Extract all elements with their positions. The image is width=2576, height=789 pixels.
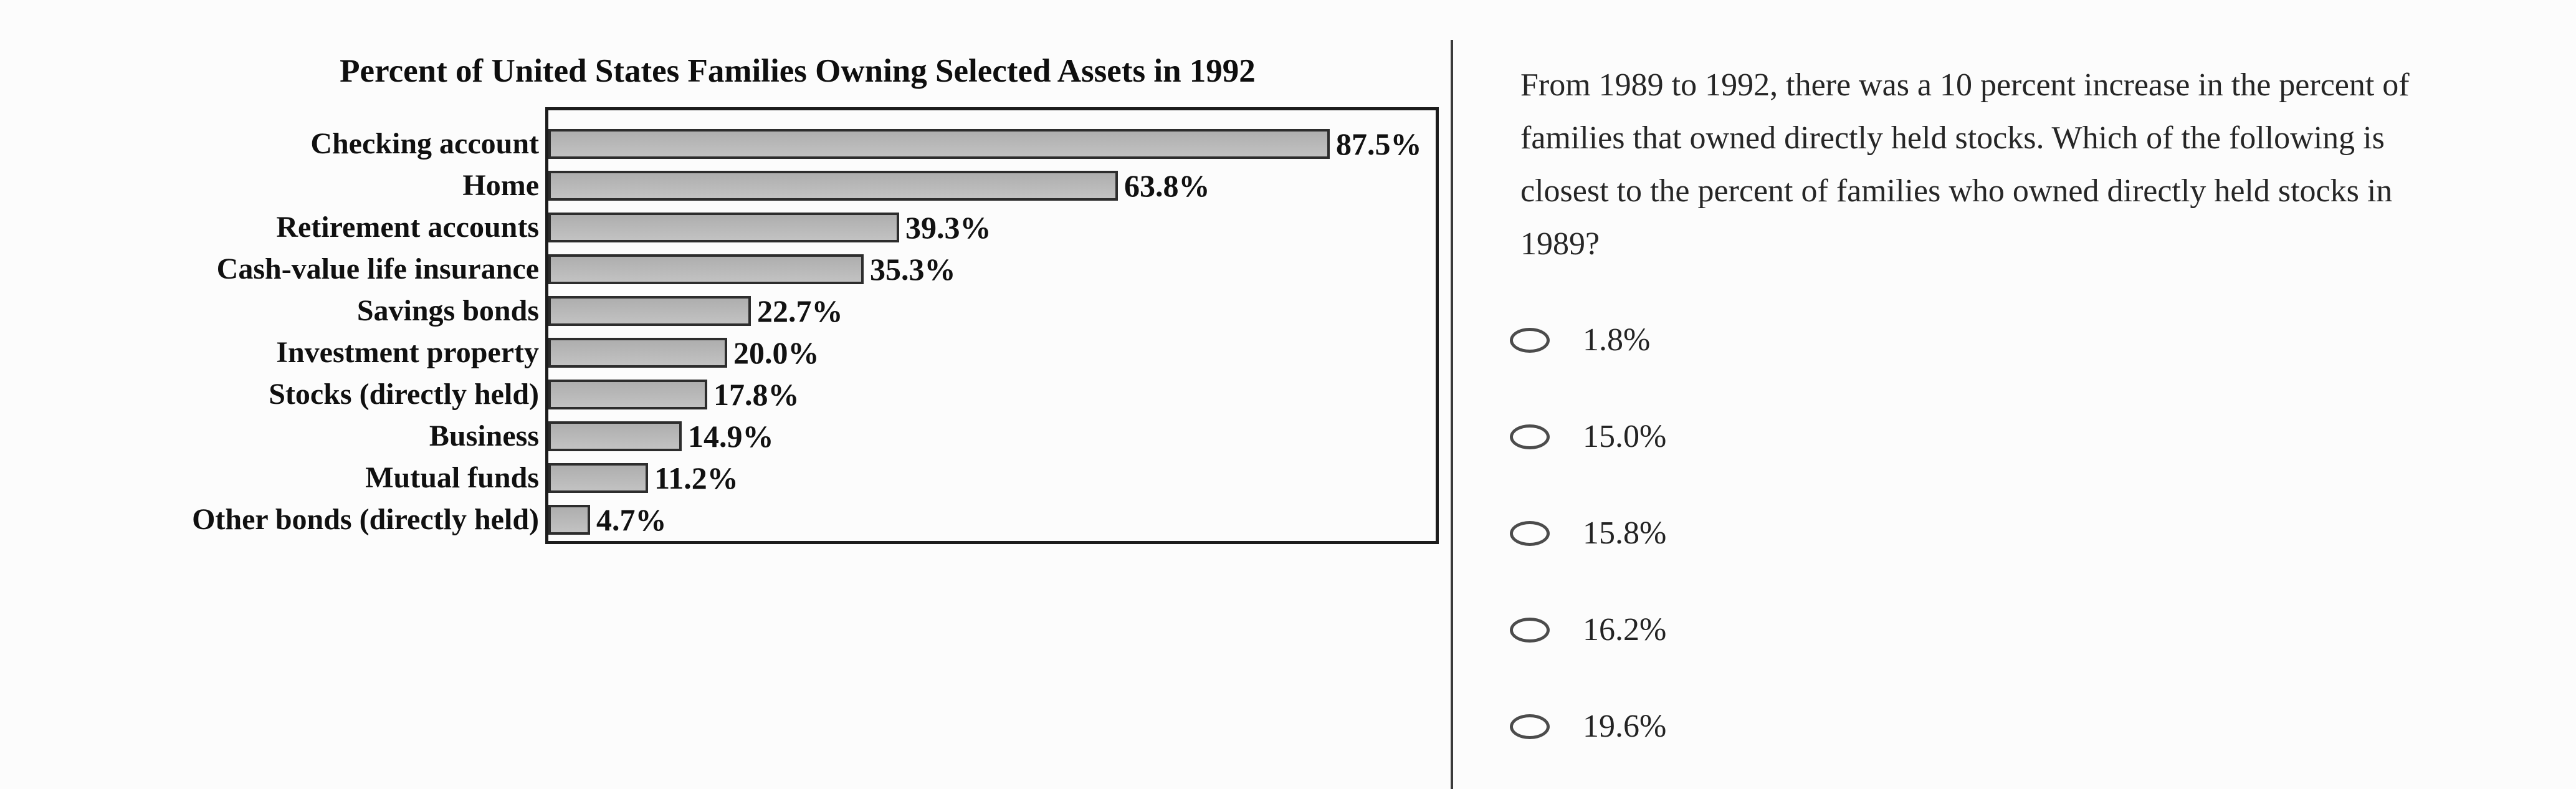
bar-row: Investment property 20.0% — [143, 332, 1422, 373]
chart-title: Percent of United States Families Owning… — [340, 53, 1256, 89]
option-label[interactable]: 15.0% — [1583, 419, 1667, 454]
bar-category-label: Stocks (directly held) — [269, 378, 539, 411]
bar — [548, 337, 727, 368]
panel-divider — [1451, 40, 1453, 789]
bar-row: Cash-value life insurance 35.3% — [143, 248, 1422, 290]
question-text: From 1989 to 1992, there was a 10 percen… — [1520, 67, 2410, 262]
bar — [548, 421, 682, 451]
bar-value-label: 17.8% — [713, 376, 799, 412]
radio-button-icon[interactable] — [1510, 424, 1550, 449]
bar-row: Other bonds (directly held) 4.7% — [143, 499, 1422, 540]
bar-value-label: 11.2% — [654, 460, 738, 495]
bar-row: Home 63.8% — [143, 165, 1422, 206]
bar-row: Retirement accounts 39.3% — [143, 206, 1422, 248]
option-row[interactable]: 19.6% — [1510, 678, 1666, 775]
bar-category-label: Mutual funds — [365, 461, 539, 494]
bar-category-label: Other bonds (directly held) — [192, 503, 539, 536]
option-row[interactable]: 16.2% — [1510, 581, 1666, 678]
option-label[interactable]: 1.8% — [1583, 322, 1651, 358]
option-label[interactable]: 15.8% — [1583, 515, 1667, 551]
bar-value-label: 14.9% — [688, 418, 774, 454]
option-row[interactable]: 15.8% — [1510, 485, 1666, 581]
answer-options: 1.8% 15.0% 15.8% 16.2% 19.6% — [1510, 292, 1666, 775]
option-label[interactable]: 16.2% — [1583, 612, 1667, 648]
bar — [548, 128, 1330, 159]
bar-category-label: Cash-value life insurance — [216, 252, 539, 285]
bar-row: Checking account 87.5% — [143, 123, 1422, 165]
bar-category-label: Home — [462, 169, 539, 202]
bar — [548, 295, 751, 326]
bar-category-label: Checking account — [310, 127, 539, 160]
bar-chart: Checking account 87.5% Home 63.8% Retire… — [143, 110, 1422, 540]
bar-value-label: 87.5% — [1336, 126, 1422, 161]
bar-row: Business 14.9% — [143, 415, 1422, 457]
option-row[interactable]: 15.0% — [1510, 388, 1666, 485]
bar-value-label: 39.3% — [905, 209, 991, 245]
radio-button-icon[interactable] — [1510, 714, 1550, 739]
option-label[interactable]: 19.6% — [1583, 709, 1667, 744]
bar-value-label: 22.7% — [757, 293, 843, 328]
bar-category-label: Investment property — [276, 336, 539, 369]
bar — [548, 170, 1118, 201]
radio-button-icon[interactable] — [1510, 327, 1550, 353]
radio-button-icon[interactable] — [1510, 520, 1550, 546]
bar — [548, 462, 648, 493]
radio-button-icon[interactable] — [1510, 617, 1550, 643]
chart-plot-box — [545, 107, 1439, 544]
bar-value-label: 20.0% — [733, 335, 819, 370]
bar-row: Mutual funds 11.2% — [143, 457, 1422, 499]
bar-row: Savings bonds 22.7% — [143, 290, 1422, 332]
option-row[interactable]: 1.8% — [1510, 292, 1666, 388]
bar-value-label: 4.7% — [596, 502, 667, 537]
bar-category-label: Retirement accounts — [276, 211, 539, 244]
chart-panel: Percent of United States Families Owning… — [143, 53, 1439, 544]
bar — [548, 504, 590, 535]
bar-value-label: 63.8% — [1124, 168, 1210, 203]
bar — [548, 212, 899, 242]
bar-value-label: 35.3% — [870, 251, 956, 287]
bar-row: Stocks (directly held) 17.8% — [143, 373, 1422, 415]
bar — [548, 254, 864, 284]
question-panel: From 1989 to 1992, there was a 10 percen… — [1452, 0, 2576, 789]
bar-category-label: Savings bonds — [356, 294, 539, 327]
bar — [548, 379, 707, 409]
bar-category-label: Business — [429, 419, 539, 452]
